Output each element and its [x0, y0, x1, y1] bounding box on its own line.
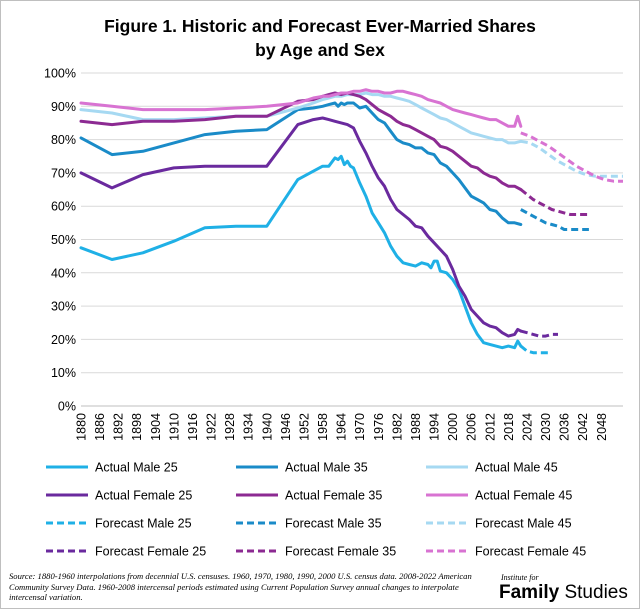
- legend-label-forecast-male-45: Forecast Male 45: [475, 517, 572, 531]
- series-forecast-female-45: [520, 131, 623, 183]
- y-tick-label: 40%: [51, 266, 76, 280]
- series-actual-male-25: [79, 154, 523, 350]
- y-tick-label: 80%: [51, 133, 76, 147]
- x-tick-label: 1982: [390, 413, 404, 441]
- x-tick-label: 2048: [595, 413, 609, 441]
- series-forecast-male-35: [520, 208, 589, 231]
- legend-label-actual-male-45: Actual Male 45: [475, 461, 558, 475]
- x-tick-label: 2012: [483, 413, 497, 441]
- series-actual-female-45: [79, 88, 523, 128]
- legend-label-actual-male-35: Actual Male 35: [285, 461, 368, 475]
- legend-label-forecast-female-25: Forecast Female 25: [95, 545, 206, 559]
- series-forecast-male-45: [520, 139, 623, 178]
- x-tick-label: 1994: [428, 413, 442, 441]
- logo-rest-text: Studies: [559, 582, 628, 603]
- line-chart: Figure 1. Historic and Forecast Ever-Mar…: [44, 16, 623, 559]
- x-axis-ticks: 1880 1886 1892 1898 1904 1910 1916 1922 1928 1934…: [75, 413, 609, 441]
- x-tick-label: 1916: [186, 413, 200, 441]
- x-tick-label: 1922: [205, 413, 219, 441]
- x-tick-label: 1934: [242, 413, 256, 441]
- source-note: Source: 1880-1960 interpolations from de…: [9, 571, 472, 603]
- x-tick-label: 1940: [260, 413, 274, 441]
- series-forecast-female-35: [519, 188, 589, 216]
- y-tick-label: 90%: [51, 100, 76, 114]
- x-tick-label: 1880: [75, 413, 89, 441]
- legend-label-forecast-female-45: Forecast Female 45: [475, 545, 586, 559]
- legend-label-forecast-female-35: Forecast Female 35: [285, 545, 396, 559]
- chart-title-line-2: by Age and Sex: [255, 40, 385, 60]
- series-forecast-female-25: [520, 329, 558, 338]
- x-tick-label: 2030: [539, 413, 553, 441]
- legend-label-actual-male-25: Actual Male 25: [95, 461, 178, 475]
- series-lines: [79, 88, 623, 355]
- x-tick-label: 1898: [130, 413, 144, 441]
- logo-bold-text: Family: [499, 582, 560, 603]
- x-tick-label: 2018: [502, 413, 516, 441]
- y-tick-label: 0%: [58, 400, 76, 414]
- x-tick-label: 1970: [353, 413, 367, 441]
- series-actual-male-35: [79, 101, 523, 226]
- x-tick-label: 1946: [279, 413, 293, 441]
- x-tick-label: 2036: [558, 413, 572, 441]
- legend: Actual Male 25 Actual Male 35 Actual Male …: [46, 461, 586, 559]
- logo-name: Family Studies: [499, 582, 628, 604]
- legend-label-actual-female-35: Actual Female 35: [285, 489, 382, 503]
- x-tick-label: 1958: [316, 413, 330, 441]
- x-tick-label: 1976: [372, 413, 386, 441]
- x-tick-label: 2024: [520, 413, 534, 441]
- x-tick-label: 1964: [335, 413, 349, 441]
- y-tick-label: 70%: [51, 166, 76, 180]
- y-tick-label: 20%: [51, 333, 76, 347]
- legend-label-forecast-male-35: Forecast Male 35: [285, 517, 382, 531]
- x-tick-label: 2000: [446, 413, 460, 441]
- chart-title: Figure 1. Historic and Forecast Ever-Mar…: [104, 16, 536, 60]
- x-tick-label: 1892: [112, 413, 126, 441]
- x-tick-label: 1952: [297, 413, 311, 441]
- x-tick-label: 1886: [93, 413, 107, 441]
- legend-label-actual-female-45: Actual Female 45: [475, 489, 572, 503]
- y-tick-label: 60%: [51, 200, 76, 214]
- logo-top-text: Institute for: [501, 573, 539, 582]
- series-actual-male-45: [79, 91, 523, 145]
- legend-label-forecast-male-25: Forecast Male 25: [95, 517, 192, 531]
- series-forecast-male-25: [519, 344, 552, 355]
- chart-title-line-1: Figure 1. Historic and Forecast Ever-Mar…: [104, 16, 536, 36]
- ifs-logo: Institute for Family Studies: [499, 574, 629, 606]
- gridlines: [81, 72, 623, 407]
- y-tick-label: 30%: [51, 300, 76, 314]
- y-tick-label: 100%: [44, 67, 76, 81]
- x-tick-label: 1928: [223, 413, 237, 441]
- series-actual-female-25: [79, 116, 523, 338]
- x-tick-label: 1904: [149, 413, 163, 441]
- x-tick-label: 1910: [167, 413, 181, 441]
- y-tick-label: 10%: [51, 366, 76, 380]
- legend-label-actual-female-25: Actual Female 25: [95, 489, 192, 503]
- x-tick-label: 1988: [409, 413, 423, 441]
- y-tick-label: 50%: [51, 233, 76, 247]
- y-axis-ticks: 0% 10% 20% 30% 40% 50% 60% 70% 80% 90% 100%: [44, 67, 76, 414]
- x-tick-label: 2042: [576, 413, 590, 441]
- x-tick-label: 2006: [465, 413, 479, 441]
